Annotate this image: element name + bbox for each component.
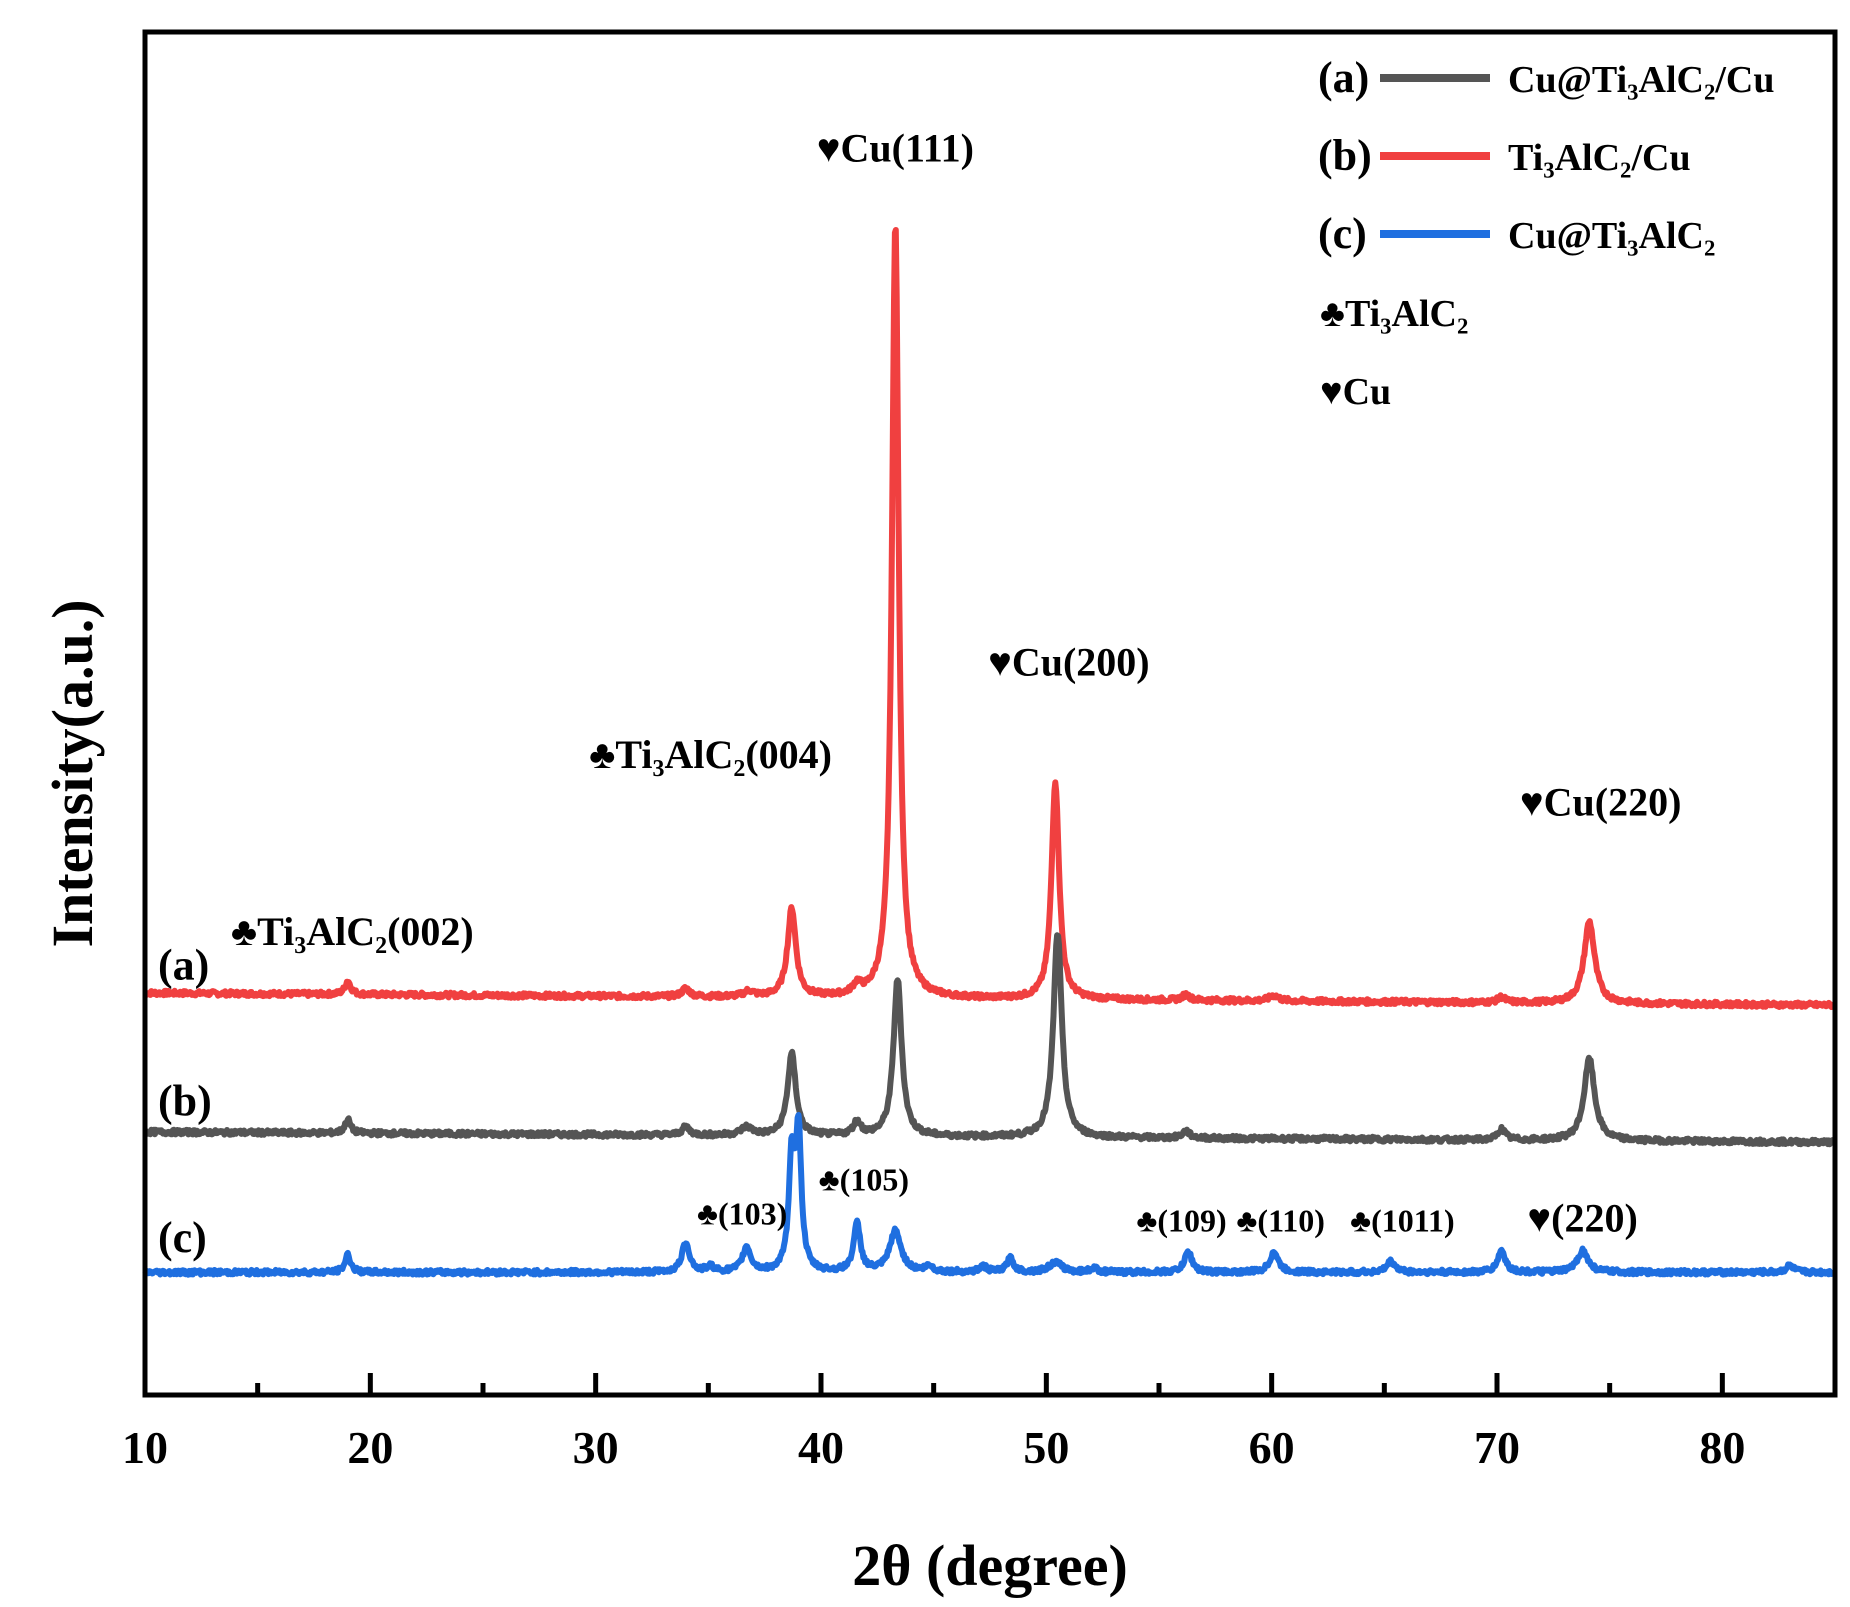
- legend: (a) Cu@Ti₃AlC₂/Cu (b) Ti₃AlC₂/Cu (c) Cu@Ti₃Al…: [1318, 53, 1775, 413]
- legend-symbol: ♥Cu: [1320, 371, 1391, 413]
- series-line-c: [142, 1112, 1837, 1278]
- x-tick-label: 80: [1699, 1422, 1745, 1473]
- y-axis-title: Intensity(a.u.): [40, 599, 105, 947]
- x-tick-label: 40: [798, 1422, 844, 1473]
- peak-label: ♣Ti₃AlC₂(002): [231, 909, 474, 954]
- legend-symbol: ♣Ti₃AlC₂: [1320, 293, 1468, 335]
- series-layer: [142, 227, 1837, 1278]
- peak-annotations: ♥Cu(111) ♥Cu(200) ♣Ti₃AlC₂(004) ♣Ti₃AlC₂(00…: [231, 125, 1682, 1240]
- peak-label: ♣(109): [1136, 1202, 1226, 1238]
- peak-label: ♥(220): [1527, 1195, 1637, 1240]
- peak-label: ♥Cu(220): [1520, 780, 1682, 825]
- plot-frame: [142, 29, 1838, 1398]
- peak-label: ♣(110): [1236, 1202, 1325, 1238]
- legend-label: Cu@Ti₃AlC₂: [1508, 215, 1715, 257]
- x-tick-label: 50: [1023, 1422, 1069, 1473]
- series-tag: (c): [158, 1213, 207, 1262]
- x-ticks: 10 20 30 40 50 60 70 80: [122, 1373, 1838, 1473]
- x-tick-label: 60: [1249, 1422, 1295, 1473]
- series-tag: (b): [158, 1077, 212, 1126]
- series-tag: (a): [158, 940, 209, 989]
- peak-label: ♣(1011): [1350, 1202, 1455, 1238]
- peak-label: ♣(105): [819, 1162, 909, 1198]
- legend-tag: (b): [1318, 131, 1372, 180]
- legend-tag: (c): [1318, 209, 1367, 258]
- x-tick-label: 70: [1474, 1422, 1520, 1473]
- peak-label: ♥Cu(200): [988, 639, 1150, 684]
- series-line-a: [142, 227, 1837, 1010]
- legend-label: Cu@Ti₃AlC₂/Cu: [1508, 59, 1775, 101]
- legend-label: Ti₃AlC₂/Cu: [1508, 137, 1691, 179]
- peak-label: ♣Ti₃AlC₂(004): [589, 732, 832, 777]
- x-axis-title: 2θ (degree): [852, 1533, 1128, 1598]
- series-tags: (a) (b) (c): [158, 940, 212, 1262]
- x-tick-label: 10: [122, 1422, 168, 1473]
- peak-label: ♣(103): [697, 1196, 787, 1232]
- x-tick-label: 30: [573, 1422, 619, 1473]
- legend-tag: (a): [1318, 53, 1369, 102]
- peak-label: ♥Cu(111): [817, 125, 974, 170]
- x-tick-label: 20: [347, 1422, 393, 1473]
- series-line-b: [142, 932, 1837, 1148]
